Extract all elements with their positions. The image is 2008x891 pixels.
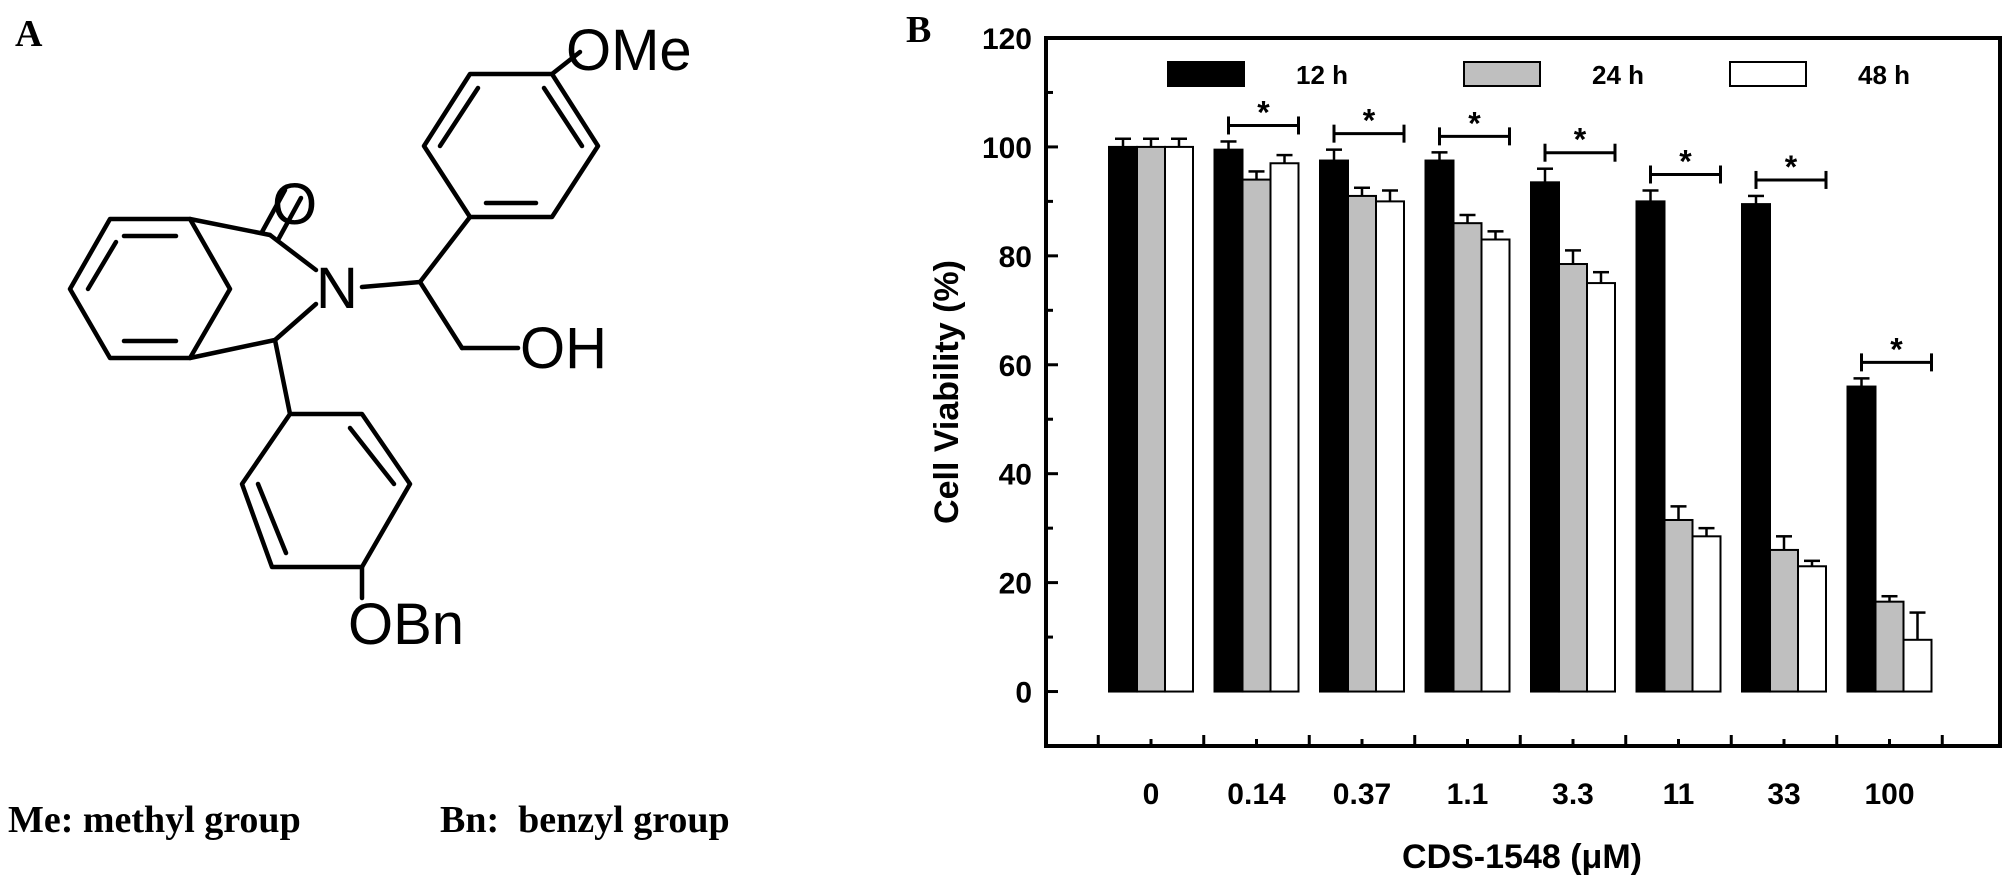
ch-ch2-bond [417,279,465,351]
significance-star: * [1363,103,1376,139]
legend-label: 48 h [1858,60,1910,90]
bar-24h-3.3 [1558,263,1588,693]
bar-48h-0.14 [1269,162,1300,693]
bar-12h-3.3 [1530,181,1560,693]
bar-24h-1.1 [1452,222,1483,693]
x-tick-label: 3.3 [1552,778,1594,811]
significance-star: * [1679,143,1692,179]
panel-a-letter: A [15,13,43,55]
obn-label: OBn [348,592,464,657]
y-axis-label: Cell Viability (%) [928,260,966,524]
bar-12h-100 [1846,385,1877,693]
bar-12h-33 [1741,203,1771,693]
bar-24h-0.37 [1347,194,1377,693]
n-ch-bond [359,279,423,290]
bar-24h-100 [1874,600,1905,693]
x-tick-label: 11 [1663,778,1695,811]
chart-legend: 12 h 24 h 48 h [1167,60,1910,90]
methoxyphenyl-ring [421,71,601,220]
panel-a: A [8,13,730,841]
bar-12h-1.1 [1424,159,1455,693]
bar-24h-0.14 [1241,178,1272,693]
nitrogen-label: N [316,256,358,321]
ring-bond [187,216,273,238]
ring-bond [272,301,319,343]
ch-aryl-bond [272,337,293,417]
aromatic-double-bond [85,239,119,292]
x-tick-label: 0.14 [1227,778,1286,811]
bar-24h-0 [1136,145,1166,693]
y-tick-label: 120 [982,23,1032,56]
aromatic-double-bond [347,425,397,487]
benzyl-group-note: Bn: benzyl group [440,799,730,841]
bar-24h-11 [1663,518,1694,693]
aromatic-double-bond [255,481,289,556]
x-axis-label: CDS-1548 (μM) [1402,838,1642,876]
legend-swatch [1463,61,1541,87]
legend-label: 24 h [1592,60,1644,90]
bar-48h-1.1 [1480,238,1511,693]
ch-aryl-bond [417,214,473,285]
x-axis-ticks: 0 0.14 0.37 1.1 3.3 11 33 100 [1096,735,1944,811]
legend-swatch [1167,61,1245,87]
benzyloxyphenyl-ring [239,411,413,570]
aromatic-double-bond [541,85,585,149]
bar-48h-11 [1691,535,1722,693]
bar-48h-33 [1797,565,1827,693]
aromatic-double-bond [437,85,481,149]
bar-chart: 0 20 40 60 80 100 120 0 0.14 0.37 1.1 3.3 11 33 100 *… [928,23,2002,876]
x-tick-label: 33 [1767,778,1800,811]
significance-star: * [1574,122,1587,158]
y-tick-label: 60 [999,350,1032,383]
carbonyl-o-label: O [272,172,317,237]
panel-b: B 0 20 40 60 80 100 120 0 0.14 0.37 1.1 3.3 11 33 100… [906,9,2002,876]
significance-star: * [1468,105,1481,141]
legend-label: 12 h [1296,60,1348,90]
chemical-structure [67,49,601,601]
y-tick-label: 100 [982,132,1032,165]
bar-12h-0.37 [1319,159,1349,693]
plot-frame [1044,36,2002,748]
y-tick-label: 0 [1015,677,1032,710]
bar-48h-0.37 [1375,200,1405,693]
bar-48h-3.3 [1586,282,1616,693]
y-tick-label: 20 [999,568,1032,601]
bar-12h-11 [1635,200,1666,693]
carbonyl-bond [259,187,288,235]
significance-star: * [1785,149,1798,185]
x-tick-label: 1.1 [1447,778,1489,811]
x-tick-label: 0.37 [1333,778,1391,811]
y-axis-ticks: 0 20 40 60 80 100 120 [982,23,1058,710]
oh-label: OH [520,316,607,381]
bar-series [1108,137,1933,693]
bar-12h-0.14 [1213,148,1244,693]
legend-swatch [1729,61,1807,87]
significance-star: * [1257,94,1270,130]
bar-24h-33 [1769,548,1799,693]
carbonyl-bond [275,195,304,243]
bar-48h-100 [1902,638,1933,693]
aryl-ome-bond [549,49,583,77]
ring-bond [187,337,278,361]
bar-48h-0 [1164,145,1194,693]
isoindolinone-benzene-ring [67,216,233,361]
panel-b-letter: B [906,9,931,51]
significance-brackets: * * * * * * * [1227,94,1933,372]
y-tick-label: 80 [999,241,1032,274]
methyl-group-note: Me: methyl group [8,799,301,841]
x-tick-label: 0 [1143,778,1160,811]
ome-label: OMe [566,18,692,83]
y-tick-label: 40 [999,459,1032,492]
x-tick-label: 100 [1864,778,1914,811]
bar-12h-0 [1108,145,1138,693]
significance-star: * [1890,331,1903,367]
